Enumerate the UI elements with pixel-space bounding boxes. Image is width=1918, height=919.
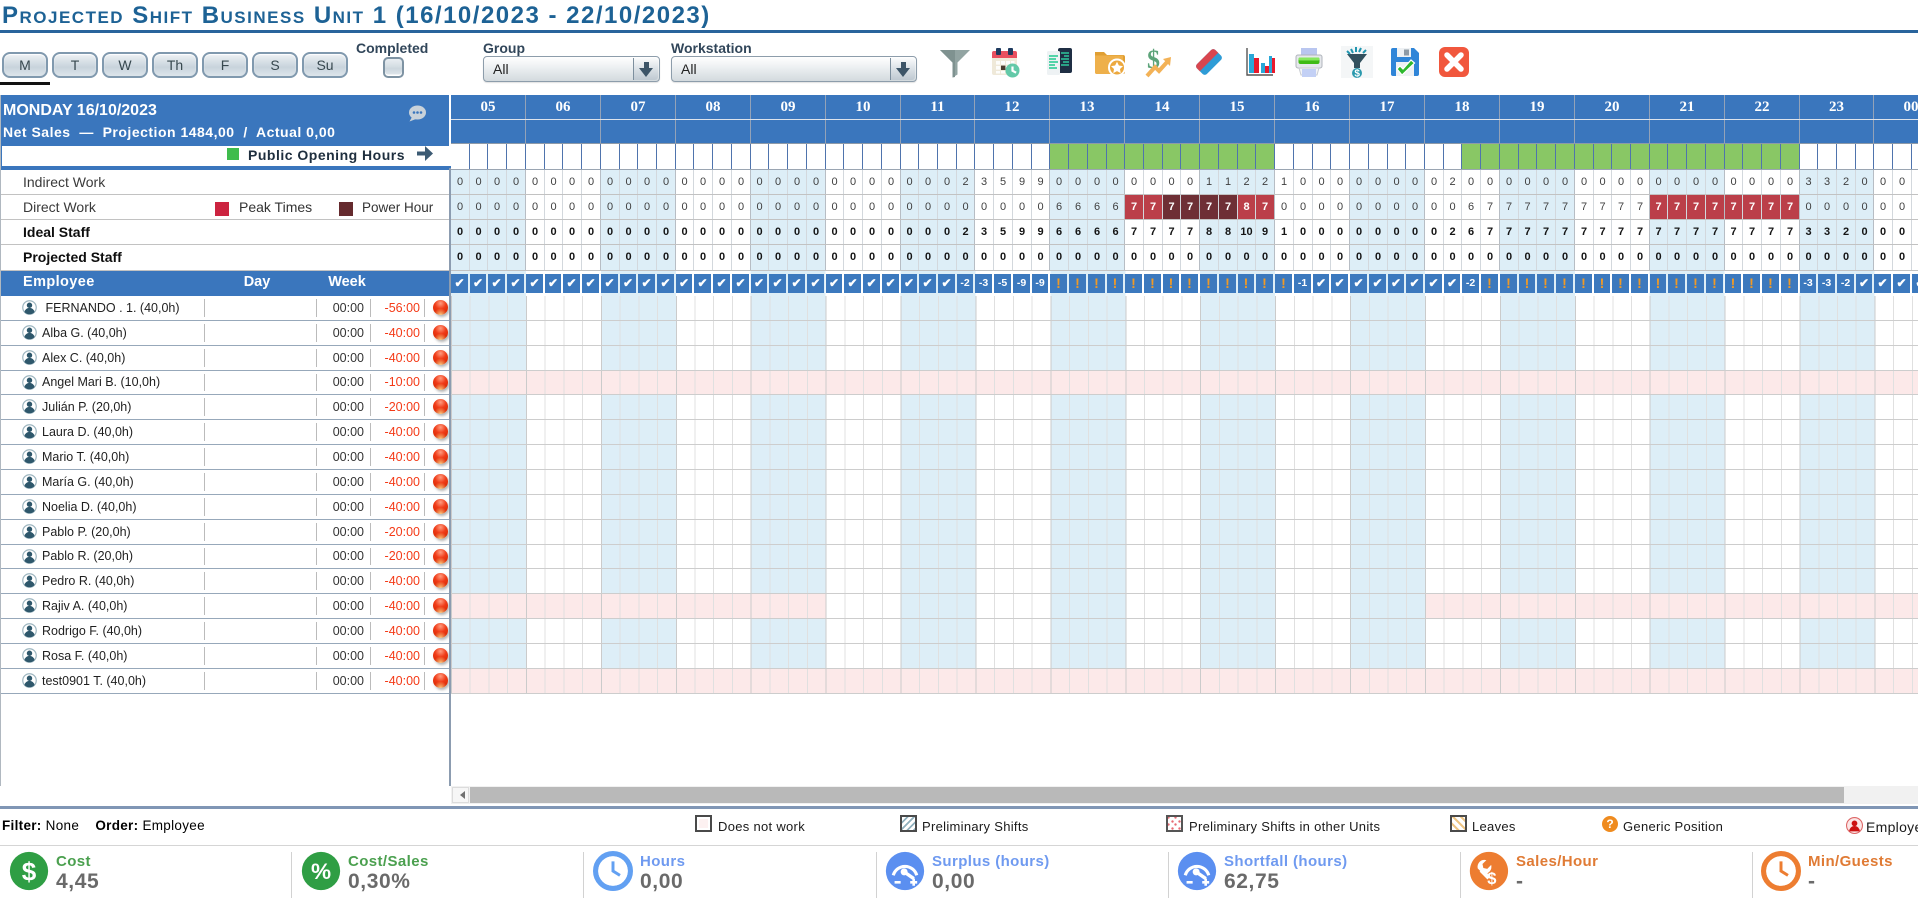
svg-text:$: $: [1354, 69, 1360, 78]
svg-text:$: $: [22, 856, 37, 886]
svg-text:%: %: [311, 859, 331, 884]
svg-text:$: $: [1487, 869, 1496, 888]
